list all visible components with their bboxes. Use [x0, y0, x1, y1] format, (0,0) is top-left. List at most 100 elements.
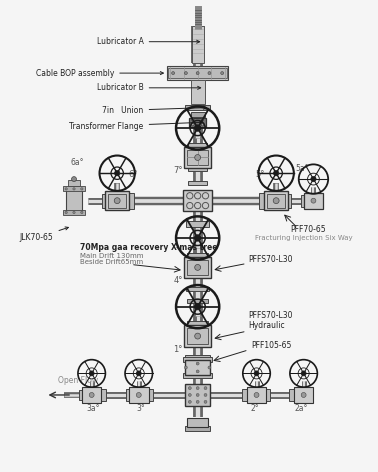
Circle shape — [196, 72, 199, 75]
Bar — [128, 193, 134, 209]
Text: 5°: 5° — [256, 170, 265, 179]
Text: 6a°: 6a° — [70, 158, 84, 168]
Bar — [101, 389, 106, 401]
Bar — [242, 389, 247, 401]
Bar — [66, 187, 82, 214]
Circle shape — [188, 400, 191, 403]
Bar — [129, 387, 149, 403]
Circle shape — [311, 198, 316, 203]
Text: 2a°: 2a° — [295, 404, 308, 413]
Circle shape — [192, 118, 194, 121]
Circle shape — [194, 303, 201, 310]
Circle shape — [196, 387, 199, 389]
Circle shape — [254, 371, 259, 376]
Circle shape — [184, 72, 187, 75]
Circle shape — [65, 188, 67, 190]
Circle shape — [196, 400, 199, 403]
Bar — [184, 257, 211, 278]
Bar — [264, 191, 288, 211]
Bar — [148, 389, 153, 401]
Bar — [187, 418, 208, 427]
Circle shape — [172, 72, 175, 75]
Text: 5a°: 5a° — [295, 164, 308, 173]
Bar — [186, 221, 209, 227]
Text: Fracturing Injection Six Way: Fracturing Injection Six Way — [254, 235, 352, 241]
Bar — [267, 194, 285, 208]
Circle shape — [201, 123, 204, 126]
Text: Cable BOP assembly: Cable BOP assembly — [36, 68, 163, 77]
Text: Lubricator A: Lubricator A — [97, 37, 200, 46]
Bar — [304, 193, 323, 209]
Bar — [183, 357, 212, 362]
Bar — [192, 26, 203, 63]
Bar — [294, 387, 313, 403]
Bar — [125, 389, 130, 401]
Circle shape — [89, 393, 94, 397]
Circle shape — [195, 264, 201, 270]
Circle shape — [196, 394, 199, 396]
Text: PFF105-65: PFF105-65 — [252, 341, 292, 350]
Circle shape — [201, 118, 204, 121]
Text: 7in   Union: 7in Union — [102, 106, 206, 115]
Bar — [301, 195, 306, 207]
Bar — [185, 426, 211, 431]
Circle shape — [254, 393, 259, 397]
Bar — [183, 190, 212, 211]
Bar — [187, 260, 208, 275]
Circle shape — [81, 188, 83, 190]
Circle shape — [188, 394, 191, 396]
Text: PFF70-65: PFF70-65 — [290, 225, 325, 234]
Text: PFFS70-L30: PFFS70-L30 — [249, 255, 293, 264]
Circle shape — [81, 211, 83, 214]
Bar — [187, 150, 208, 165]
Bar — [63, 210, 85, 215]
Text: 1°: 1° — [174, 345, 183, 354]
Circle shape — [204, 394, 207, 396]
Circle shape — [89, 371, 94, 376]
Circle shape — [194, 125, 201, 131]
Bar — [167, 66, 228, 80]
Text: 2°: 2° — [250, 404, 259, 413]
Text: 3°: 3° — [136, 404, 145, 413]
Bar — [185, 384, 211, 406]
Text: JLK70-65: JLK70-65 — [20, 227, 68, 243]
Circle shape — [184, 366, 187, 369]
Bar — [290, 389, 294, 401]
Circle shape — [194, 235, 201, 241]
Bar — [185, 355, 211, 360]
Bar — [188, 181, 208, 185]
Bar — [108, 194, 126, 208]
Circle shape — [208, 72, 211, 75]
Circle shape — [204, 400, 207, 403]
Circle shape — [73, 188, 75, 190]
Bar — [259, 193, 265, 209]
Text: 4°: 4° — [174, 276, 183, 285]
Circle shape — [136, 371, 141, 376]
Bar — [184, 325, 211, 347]
Text: PFFS70-L30
Hydraulic: PFFS70-L30 Hydraulic — [249, 311, 293, 330]
Circle shape — [221, 72, 224, 75]
Circle shape — [311, 177, 316, 182]
Circle shape — [204, 387, 207, 389]
Circle shape — [195, 333, 201, 339]
Bar — [191, 80, 204, 103]
Bar — [187, 321, 208, 325]
Bar — [168, 68, 227, 78]
Circle shape — [192, 123, 194, 126]
Text: 7°: 7° — [173, 166, 183, 175]
Text: 3a°: 3a° — [87, 404, 101, 413]
Text: Beside Drift65mm: Beside Drift65mm — [80, 260, 143, 265]
Bar — [191, 112, 204, 117]
Circle shape — [196, 370, 199, 373]
Circle shape — [301, 371, 306, 376]
Circle shape — [301, 393, 306, 397]
Text: Lubricator B: Lubricator B — [97, 84, 201, 93]
Bar — [185, 360, 211, 375]
Circle shape — [208, 366, 211, 369]
Circle shape — [196, 362, 199, 365]
Bar — [185, 105, 211, 110]
Text: 6°: 6° — [128, 170, 138, 179]
Bar — [186, 287, 209, 291]
Bar — [265, 389, 270, 401]
Circle shape — [71, 177, 76, 182]
